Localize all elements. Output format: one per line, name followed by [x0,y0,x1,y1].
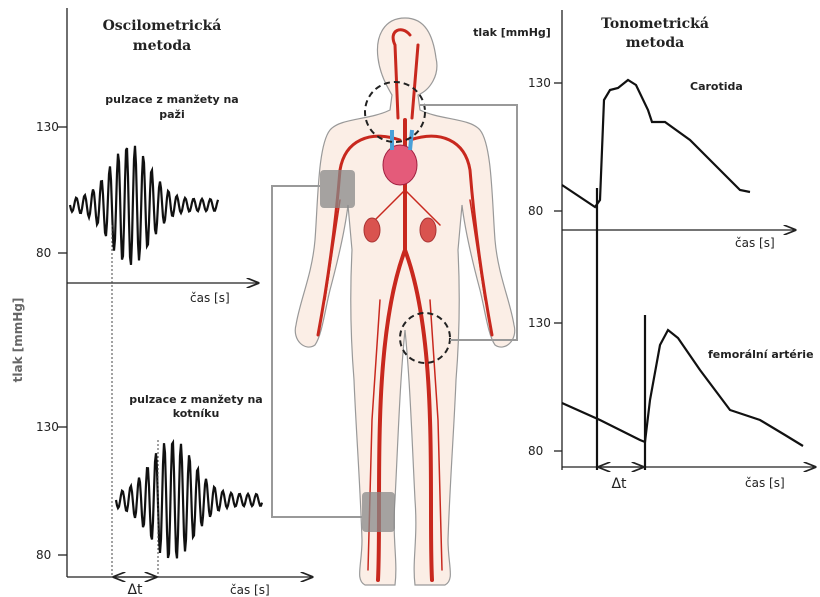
tick-label: 80 [36,548,51,562]
delta-label: Δt [127,582,143,597]
right-panel: Tonometrická metoda tlak [mmHg] 130 80 1… [473,10,815,492]
y-axis-label: tlak [mmHg] [11,298,25,383]
tick-label: 80 [528,444,543,458]
caption: Carotida [690,80,743,93]
x-axis-label: čas [s] [230,583,270,597]
title: Tonometrická [601,16,709,32]
title: Oscilometrická [103,18,222,34]
x-axis-label: čas [s] [190,291,230,305]
left-panel: Oscilometrická metoda tlak [mmHg] pulzac… [11,8,312,597]
waveform [116,443,262,559]
title: metoda [626,35,684,51]
caption: kotníku [173,407,220,420]
diagram: Oscilometrická metoda tlak [mmHg] pulzac… [0,0,820,597]
title: metoda [133,38,191,54]
tick-label: 130 [528,76,551,90]
tick-label: 130 [36,420,59,434]
caption: pulzace z manžety na [129,393,262,406]
caption: pulzace z manžety na [105,93,238,106]
tick-label: 80 [528,204,543,218]
body-figure [272,18,517,585]
x-axis-label: čas [s] [745,476,785,490]
pulse-curve [562,80,750,207]
waveform [70,146,218,265]
caption: femorální artérie [708,348,814,361]
tick-label: 130 [36,120,59,134]
x-axis-label: čas [s] [735,236,775,250]
y-axis-label: tlak [mmHg] [473,26,551,39]
tick-label: 130 [528,316,551,330]
tick-label: 80 [36,246,51,260]
caption: paži [159,108,184,121]
delta-label: Δt [611,476,627,492]
